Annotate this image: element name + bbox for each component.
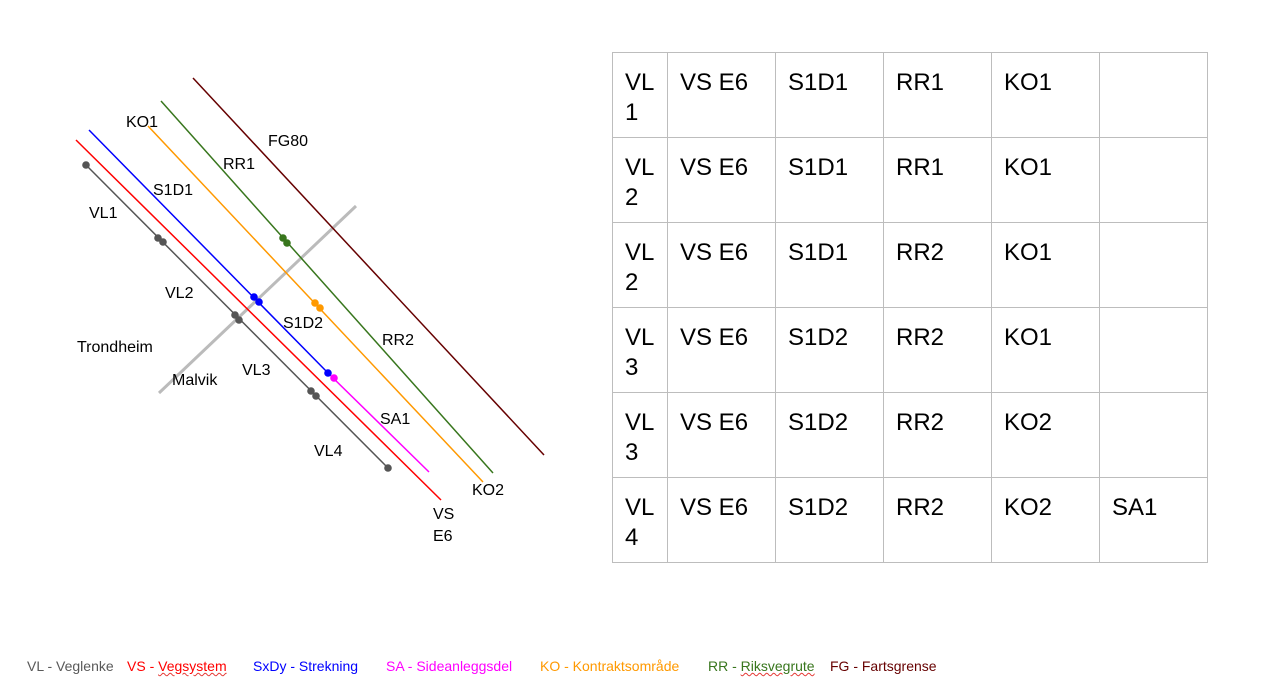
legend-text: SxDy - Strekning — [253, 658, 359, 674]
vl-node — [159, 238, 167, 246]
label-vs: VS — [433, 506, 454, 523]
label-ko1: KO1 — [126, 114, 158, 131]
label-s1d1: S1D1 — [153, 182, 193, 199]
sa-node — [330, 374, 338, 382]
label-trondheim: Trondheim — [77, 339, 153, 356]
rr-line — [160, 100, 494, 474]
vl-node — [312, 392, 320, 400]
sa-cell: SA1 — [1099, 477, 1208, 563]
rr-cell: RR2 — [883, 307, 992, 393]
label-vl3: VL3 — [242, 362, 271, 379]
label-vl4: VL4 — [314, 443, 343, 460]
label-rr2: RR2 — [382, 332, 414, 349]
vl-cell: VL2 — [612, 137, 668, 223]
rr-cell: RR1 — [883, 137, 992, 223]
sa-line — [328, 373, 430, 473]
strekning-cell: S1D1 — [775, 52, 884, 138]
ko-cell: KO1 — [991, 307, 1100, 393]
label-vl1: VL1 — [89, 205, 118, 222]
legend-item-vl: VL - Veglenke — [27, 658, 114, 674]
table-row: VL4 VS E6 S1D2 RR2 KO2 SA1 — [612, 477, 1208, 563]
legend-item-rr: RR - Riksvegrute — [708, 658, 815, 674]
s1d-node — [250, 293, 258, 301]
label-sa1: SA1 — [380, 411, 410, 428]
legend-item-vs: VS - Vegsystem — [127, 658, 227, 674]
segment-table: VL1 VS E6 S1D1 RR1 KO1 VL2 VS E6 S1D1 RR1 KO1 VL2 V… — [612, 52, 1208, 563]
label-fg80: FG80 — [268, 133, 308, 150]
vl-cell: VL3 — [612, 392, 668, 478]
vs-cell: VS E6 — [667, 392, 776, 478]
legend-text: VL - Veglenke — [27, 658, 114, 674]
legend-prefix: RR - — [708, 658, 741, 674]
sa-cell — [1099, 137, 1208, 223]
vl-cell: VL1 — [612, 52, 668, 138]
ko-cell: KO2 — [991, 392, 1100, 478]
sa-cell — [1099, 222, 1208, 308]
vl-node — [235, 316, 243, 324]
ko-cell: KO2 — [991, 477, 1100, 563]
s1d-node — [324, 369, 332, 377]
vs-cell: VS E6 — [667, 137, 776, 223]
legend-text: KO - Kontraktsområde — [540, 658, 680, 674]
ko-cell: KO1 — [991, 222, 1100, 308]
ko-cell: KO1 — [991, 137, 1100, 223]
vl-cell: VL4 — [612, 477, 668, 563]
label-rr1: RR1 — [223, 156, 255, 173]
vs-cell: VS E6 — [667, 307, 776, 393]
label-s1d2: S1D2 — [283, 315, 323, 332]
table-row: VL1 VS E6 S1D1 RR1 KO1 — [612, 52, 1208, 138]
vs-cell: VS E6 — [667, 222, 776, 308]
vl-node — [307, 387, 315, 395]
legend-item-sxdy: SxDy - Strekning — [253, 658, 358, 674]
strekning-cell: S1D1 — [775, 137, 884, 223]
rr-cell: RR2 — [883, 477, 992, 563]
label-ko2: KO2 — [472, 482, 504, 499]
table-row: VL2 VS E6 S1D1 RR2 KO1 — [612, 222, 1208, 308]
table-row: VL2 VS E6 S1D1 RR1 KO1 — [612, 137, 1208, 223]
fg-line — [192, 77, 545, 456]
legend-item-fg: FG - Fartsgrense — [830, 658, 937, 674]
table-row: VL3 VS E6 S1D2 RR2 KO2 — [612, 392, 1208, 478]
ko-node — [316, 304, 324, 312]
legend-text: Riksvegrute — [740, 658, 815, 674]
label-e6: E6 — [433, 528, 453, 545]
rr-cell: RR2 — [883, 392, 992, 478]
vl-cell: VL2 — [612, 222, 668, 308]
vs-cell: VS E6 — [667, 477, 776, 563]
ko-cell: KO1 — [991, 52, 1100, 138]
road-network-diagram: KO1 FG80 RR1 S1D1 VL1 VL2 S1D2 RR2 Trond… — [75, 77, 545, 545]
vs-cell: VS E6 — [667, 52, 776, 138]
legend-prefix: VS - — [127, 658, 159, 674]
strekning-cell: S1D2 — [775, 307, 884, 393]
vl-node — [82, 161, 90, 169]
strekning-cell: S1D2 — [775, 477, 884, 563]
legend-text: SA - Sideanleggsdel — [386, 658, 513, 674]
table-row: VL3 VS E6 S1D2 RR2 KO1 — [612, 307, 1208, 393]
label-malvik: Malvik — [172, 372, 218, 389]
vl-cell: VL3 — [612, 307, 668, 393]
legend-text: FG - Fartsgrense — [830, 658, 937, 674]
label-vl2: VL2 — [165, 285, 194, 302]
strekning-cell: S1D2 — [775, 392, 884, 478]
s1d-node — [255, 298, 263, 306]
strekning-cell: S1D1 — [775, 222, 884, 308]
vs-line — [75, 139, 442, 501]
rr-cell: RR1 — [883, 52, 992, 138]
legend-item-ko: KO - Kontraktsområde — [540, 658, 679, 674]
ko-node — [311, 299, 319, 307]
s1d-line — [88, 129, 330, 375]
legend-item-sa: SA - Sideanleggsdel — [386, 658, 512, 674]
sa-cell — [1099, 392, 1208, 478]
sa-cell — [1099, 307, 1208, 393]
rr-cell: RR2 — [883, 222, 992, 308]
sa-cell — [1099, 52, 1208, 138]
rr-node — [283, 239, 291, 247]
legend-text: Vegsystem — [158, 658, 227, 674]
vl-node — [384, 464, 392, 472]
